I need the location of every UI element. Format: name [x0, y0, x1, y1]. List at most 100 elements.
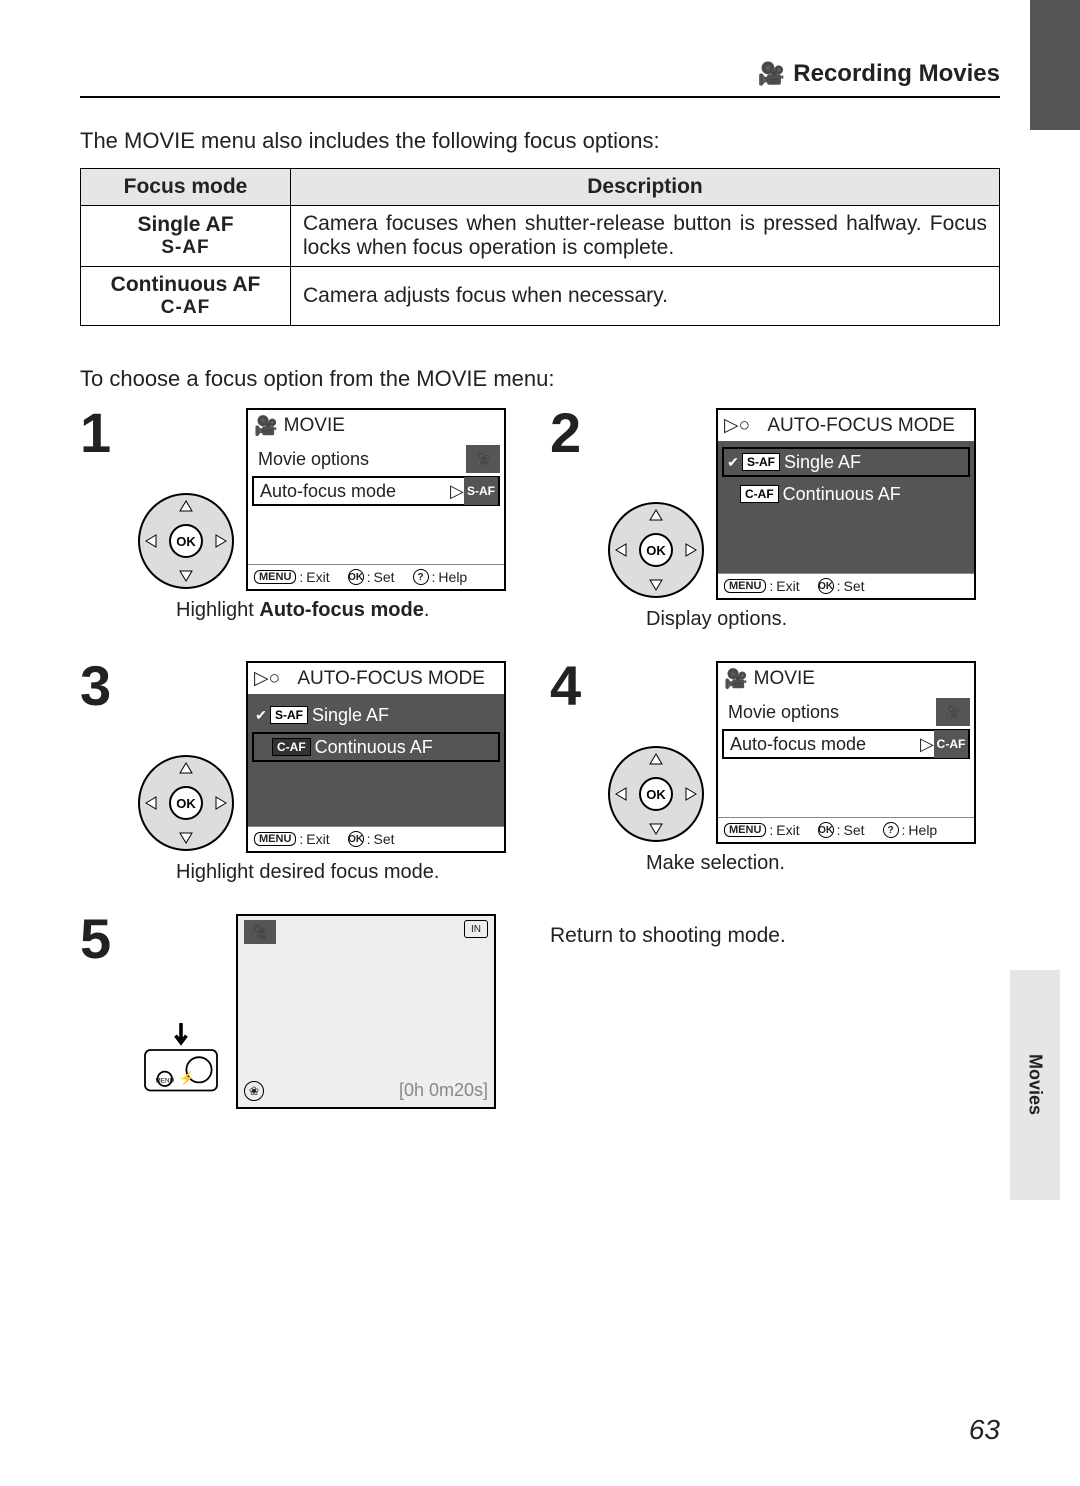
ok-button-icon: OK [348, 569, 364, 585]
ok-button-icon: OK [818, 822, 834, 838]
side-tab: Movies [1010, 970, 1060, 1200]
af-label: Single AF [784, 452, 861, 473]
side-tab-label: Movies [1025, 1054, 1046, 1115]
mode-code: S-AF [93, 237, 278, 259]
sub-intro-text: To choose a focus option from the MOVIE … [80, 366, 1000, 392]
step-number: 5 [80, 914, 124, 964]
screen-title: 🎥MOVIE [718, 663, 974, 695]
svg-text:OK: OK [646, 543, 666, 558]
camera-icon: MENU ⚡ [136, 1014, 226, 1109]
step-5-text: Return to shooting mode. [550, 914, 1000, 1109]
step-4: 4 OK 🎥MOVIE Movie options 🎥 [550, 661, 1000, 884]
screen-footer: MENU:Exit OK:Set ?:Help [718, 817, 974, 842]
svg-text:MENU: MENU [156, 1077, 175, 1084]
menu-screen: ▷○ AUTO-FOCUS MODE ✔ S-AF Single AF C-AF… [246, 661, 506, 853]
svg-text:OK: OK [646, 787, 666, 802]
step-caption: Highlight desired focus mode. [176, 861, 530, 884]
menu-row: Movie options 🎥 [252, 444, 500, 474]
af-option: C-AF Continuous AF [722, 479, 970, 509]
af-option: ✔ S-AF Single AF [252, 700, 500, 730]
menu-value-badge: S-AF [464, 477, 498, 505]
af-label: Continuous AF [315, 737, 433, 758]
chevron-right-icon: ▷ [450, 481, 462, 502]
menu-screen: 🎥MOVIE Movie options 🎥 Auto-focus mode ▷… [716, 661, 976, 844]
page-content: 🎥 Recording Movies The MOVIE menu also i… [0, 0, 1080, 1149]
menu-icon-badge: 🎥 [466, 445, 500, 473]
af-badge: S-AF [742, 453, 780, 471]
screen-footer: MENU:Exit OK:Set [248, 826, 504, 851]
movie-mode-icon: 🎥 [244, 920, 276, 944]
menu-row-highlighted: Auto-focus mode ▷ S-AF [252, 476, 500, 506]
desc-cell: Camera focuses when shutter-release butt… [291, 206, 1000, 267]
step-caption: Display options. [646, 608, 1000, 631]
af-title-icon: ▷○ [724, 414, 750, 437]
help-button-icon: ? [413, 569, 429, 585]
step-number: 3 [80, 661, 124, 711]
step-caption: Make selection. [646, 852, 1000, 875]
page-title: Recording Movies [793, 60, 1000, 88]
dpad-icon: OK [136, 753, 236, 853]
af-label: Continuous AF [783, 484, 901, 505]
step-3: 3 OK ▷○ AUTO-FOCUS MODE ✔ S-AF Single AF [80, 661, 530, 884]
menu-button-icon: MENU [254, 832, 296, 846]
screen-footer: MENU:Exit OK:Set [718, 573, 974, 598]
page-header: 🎥 Recording Movies [80, 60, 1000, 88]
menu-icon-badge: 🎥 [936, 698, 970, 726]
af-option-selected: ✔ S-AF Single AF [722, 447, 970, 477]
menu-label: Auto-focus mode [254, 481, 450, 502]
step-caption: Highlight Auto-focus mode. [176, 599, 530, 622]
menu-button-icon: MENU [254, 570, 296, 584]
menu-value-badge: C-AF [934, 730, 968, 758]
movie-title-icon: 🎥 [724, 667, 748, 691]
af-option-selected: C-AF Continuous AF [252, 732, 500, 762]
step-number: 4 [550, 661, 594, 711]
memory-in-icon: IN [464, 920, 488, 938]
mode-name: Single AF [137, 213, 233, 236]
menu-row: Movie options 🎥 [722, 697, 970, 727]
table-row: Continuous AF C-AF Camera adjusts focus … [81, 267, 1000, 326]
step-5: 5 MENU ⚡ 🎥 I [80, 914, 530, 1109]
desc-cell: Camera adjusts focus when necessary. [291, 267, 1000, 326]
mode-cell: Continuous AF C-AF [81, 267, 291, 326]
screen-title: 🎥MOVIE [248, 410, 504, 442]
recording-time: [0h 0m20s] [399, 1080, 488, 1101]
table-row: Single AF S-AF Camera focuses when shutt… [81, 206, 1000, 267]
mode-code: C-AF [93, 297, 278, 319]
screen-footer: MENU:Exit OK:Set ?:Help [248, 564, 504, 589]
af-title-icon: ▷○ [254, 667, 280, 690]
af-badge: S-AF [270, 706, 308, 724]
menu-label: Movie options [722, 702, 934, 723]
step-1: 1 OK 🎥MOVIE Movie options 🎥 [80, 408, 530, 631]
screen-title: ▷○ AUTO-FOCUS MODE [718, 410, 974, 441]
page-number: 63 [969, 1414, 1000, 1446]
af-badge: C-AF [740, 485, 779, 503]
help-button-icon: ? [883, 822, 899, 838]
menu-button-icon: MENU [724, 823, 766, 837]
intro-text: The MOVIE menu also includes the followi… [80, 128, 1000, 154]
dpad-icon: OK [606, 500, 706, 600]
af-badge: C-AF [272, 738, 311, 756]
table-header-row: Focus mode Description [81, 169, 1000, 206]
ok-button-icon: OK [348, 831, 364, 847]
svg-text:⚡: ⚡ [179, 1070, 195, 1086]
shooting-screen: 🎥 IN ❀ [0h 0m20s] [236, 914, 496, 1109]
ok-button-icon: OK [818, 578, 834, 594]
menu-screen: 🎥MOVIE Movie options 🎥 Auto-focus mode ▷… [246, 408, 506, 591]
check-icon: ✔ [252, 707, 270, 724]
mode-name: Continuous AF [111, 273, 261, 296]
movie-icon: 🎥 [758, 61, 785, 87]
svg-text:OK: OK [176, 534, 196, 549]
menu-label: Auto-focus mode [724, 734, 920, 755]
col-focus-mode: Focus mode [81, 169, 291, 206]
dpad-icon: OK [136, 491, 236, 591]
macro-icon: ❀ [244, 1081, 264, 1101]
step-2: 2 OK ▷○ AUTO-FOCUS MODE ✔ S-AF Single AF [550, 408, 1000, 631]
corner-tab [1030, 0, 1080, 130]
focus-options-table: Focus mode Description Single AF S-AF Ca… [80, 168, 1000, 326]
chevron-right-icon: ▷ [920, 734, 932, 755]
check-icon: ✔ [724, 454, 742, 471]
screen-title: ▷○ AUTO-FOCUS MODE [248, 663, 504, 694]
col-description: Description [291, 169, 1000, 206]
header-rule [80, 96, 1000, 98]
menu-button-icon: MENU [724, 579, 766, 593]
